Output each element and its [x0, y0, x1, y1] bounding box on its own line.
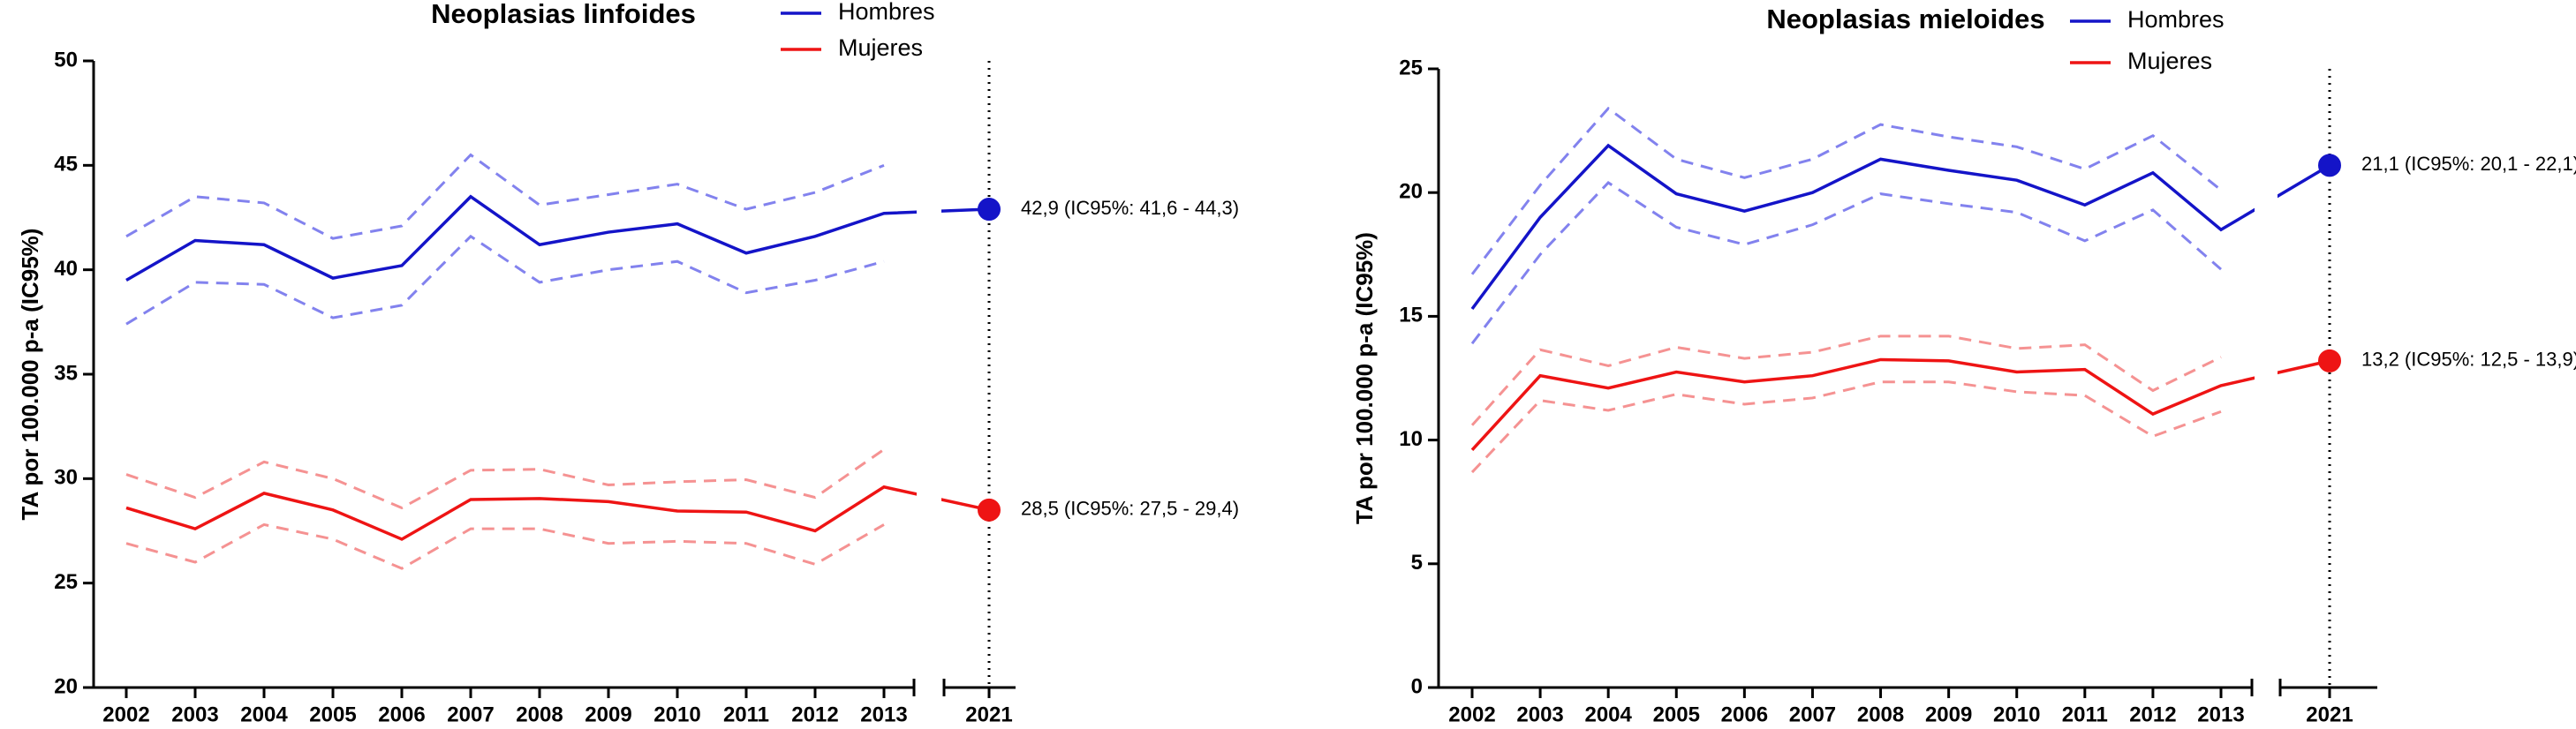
last-point	[978, 498, 1001, 522]
x-tick-label: 2008	[516, 703, 563, 725]
x-tick-label: 2013	[860, 703, 907, 725]
last-point	[2318, 154, 2341, 177]
x-tick-label: 2005	[309, 703, 356, 725]
x-tick-label: 2008	[1857, 703, 1904, 725]
y-tick-label: 5	[1411, 551, 1423, 575]
x-tick-label: 2013	[2197, 703, 2244, 725]
x-tick-label: 2005	[1653, 703, 1700, 725]
ci-lower-line	[125, 234, 885, 326]
ci-lower-line	[1470, 181, 2222, 345]
x-tick-label: 2012	[791, 703, 838, 725]
x-tick-label: 2010	[1993, 703, 2040, 725]
y-tick-label: 25	[54, 570, 78, 594]
x-tick-label: 2006	[378, 703, 425, 725]
y-tick-label: 40	[54, 257, 78, 281]
last-point	[978, 198, 1001, 222]
ci-upper-line	[125, 447, 885, 510]
point-annotation: 28,5 (IC95%: 27,5 - 29,4)	[1021, 498, 1239, 520]
legend-label: Hombres	[838, 0, 935, 25]
legend-label: Mujeres	[2127, 48, 2212, 74]
x-tick-label: 2003	[1516, 703, 1563, 725]
x-tick-label: 2021	[965, 703, 1012, 725]
axis-break-gap	[2255, 64, 2278, 679]
y-tick-label: 10	[1399, 427, 1423, 451]
chart-title: Neoplasias mieloides	[1766, 4, 2044, 34]
ci-upper-line	[1470, 334, 2222, 426]
x-tick-label: 2007	[447, 703, 494, 725]
x-tick-label: 2002	[102, 703, 149, 725]
ci-upper-line	[125, 153, 885, 240]
legend-label: Mujeres	[838, 34, 923, 61]
x-tick-label: 2009	[1925, 703, 1972, 725]
x-tick-label: 2007	[1789, 703, 1836, 725]
point-annotation: 42,9 (IC95%: 41,6 - 44,3)	[1021, 197, 1239, 219]
x-tick-label: 2009	[585, 703, 631, 725]
x-tick-label: 2021	[2306, 703, 2353, 725]
legend-label: Hombres	[2127, 6, 2225, 33]
x-tick-label: 2002	[1448, 703, 1495, 725]
y-axis-label: TA por 100.000 p-a (IC95%)	[1351, 232, 1378, 524]
point-annotation: 13,2 (IC95%: 12,5 - 13,9)	[2361, 349, 2576, 371]
y-tick-label: 35	[54, 361, 78, 385]
chart-title: Neoplasias linfoides	[431, 0, 696, 29]
y-tick-label: 45	[54, 153, 78, 177]
y-tick-label: 20	[54, 674, 78, 698]
y-tick-label: 30	[54, 466, 78, 490]
x-tick-label: 2006	[1721, 703, 1768, 725]
axis-break-gap	[917, 56, 941, 679]
ci-upper-line	[1470, 106, 2222, 275]
point-annotation: 21,1 (IC95%: 20,1 - 22,1)	[2361, 153, 2576, 175]
y-tick-label: 20	[1399, 180, 1423, 204]
x-tick-label: 2011	[723, 703, 769, 725]
ci-lower-line	[1470, 380, 2222, 474]
y-tick-label: 50	[54, 48, 78, 71]
x-tick-label: 2003	[171, 703, 218, 725]
series-line	[125, 485, 990, 541]
y-axis-label: TA por 100.000 p-a (IC95%)	[17, 229, 43, 521]
y-tick-label: 0	[1411, 674, 1423, 698]
ci-lower-line	[125, 522, 885, 570]
y-tick-label: 25	[1399, 56, 1423, 79]
y-tick-label: 15	[1399, 304, 1423, 327]
last-point	[2318, 349, 2341, 372]
x-tick-label: 2004	[1584, 703, 1632, 725]
series-line	[1470, 143, 2330, 311]
series-line	[125, 194, 990, 282]
x-tick-label: 2004	[240, 703, 288, 725]
series-line	[1470, 357, 2330, 451]
x-tick-label: 2011	[2062, 703, 2108, 725]
x-tick-label: 2010	[653, 703, 700, 725]
x-tick-label: 2012	[2129, 703, 2176, 725]
